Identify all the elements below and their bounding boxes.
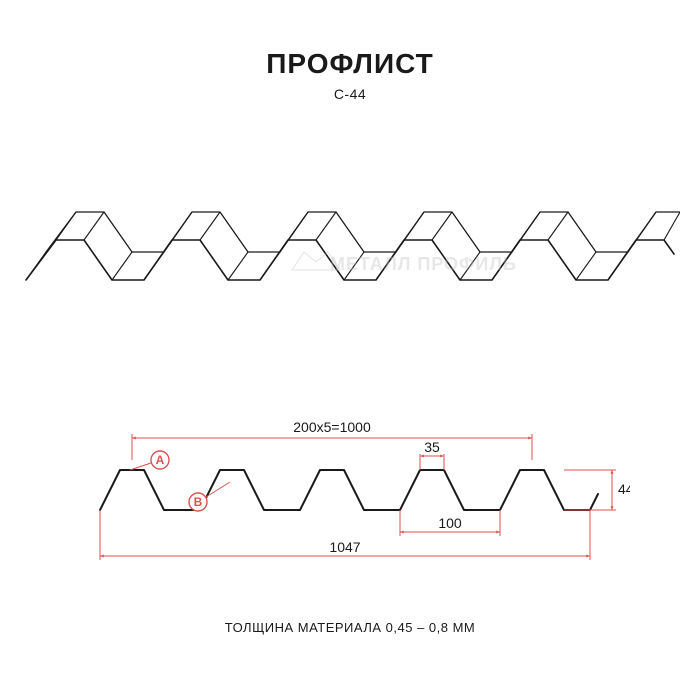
material-thickness-note: ТОЛЩИНА МАТЕРИАЛА 0,45 – 0,8 ММ bbox=[0, 620, 700, 635]
profile-2d-svg: 200х5=1000 35 100 1047 44 A B bbox=[70, 400, 630, 570]
svg-text:44: 44 bbox=[618, 481, 630, 497]
profile-3d-drawing: МЕТАЛЛ ПРОФИЛЬ bbox=[0, 150, 700, 310]
page-title: ПРОФЛИСТ bbox=[0, 48, 700, 80]
svg-text:B: B bbox=[194, 495, 203, 509]
profile-3d-svg: МЕТАЛЛ ПРОФИЛЬ bbox=[20, 150, 680, 310]
svg-text:A: A bbox=[156, 453, 165, 467]
page-subtitle: С-44 bbox=[0, 86, 700, 102]
svg-text:МЕТАЛЛ ПРОФИЛЬ: МЕТАЛЛ ПРОФИЛЬ bbox=[330, 254, 517, 274]
svg-text:35: 35 bbox=[424, 439, 440, 455]
svg-text:1047: 1047 bbox=[329, 539, 360, 555]
svg-text:200х5=1000: 200х5=1000 bbox=[293, 419, 371, 435]
profile-2d-drawing: 200х5=1000 35 100 1047 44 A B bbox=[0, 400, 700, 570]
title-block: ПРОФЛИСТ С-44 bbox=[0, 0, 700, 102]
svg-text:100: 100 bbox=[438, 515, 462, 531]
